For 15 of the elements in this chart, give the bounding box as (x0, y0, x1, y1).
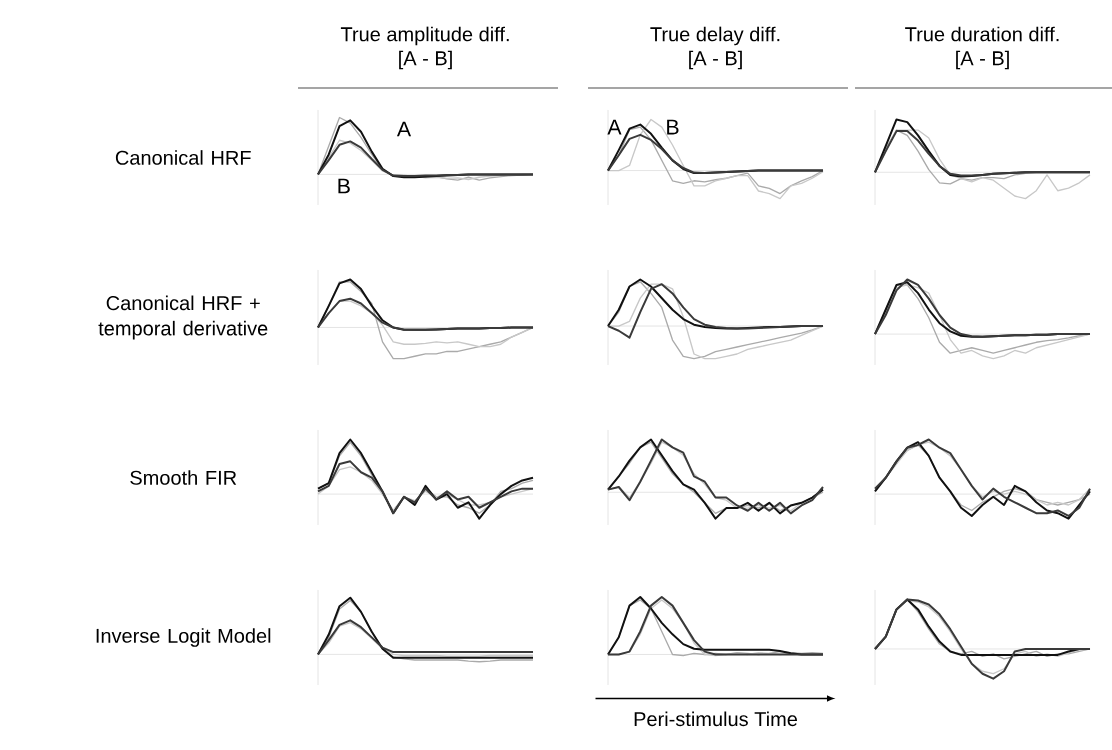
chart-title: True duration diff. (905, 26, 1059, 42)
x-axis-title: Peri-stimulus Time (634, 711, 798, 727)
annotation: A (396, 121, 412, 137)
y-axis-title: Canonical HRF + temporal derivative (98, 295, 268, 340)
annotation: A (607, 119, 622, 135)
chart-subtitle: [A - B] (399, 50, 452, 70)
annotation: B (338, 178, 350, 194)
chart-subtitle: [A - B] (689, 50, 742, 70)
chart-title: True delay diff. (650, 26, 780, 46)
chart-title: True amplitude diff. (340, 26, 509, 46)
y-axis-title: Smooth FIR (130, 470, 237, 485)
y-axis-title: Canonical HRF (115, 150, 251, 165)
chart-subtitle: [A - B] (956, 50, 1009, 70)
y-axis-title: Inverse Logit Model (96, 628, 271, 647)
annotation: B (667, 119, 679, 135)
